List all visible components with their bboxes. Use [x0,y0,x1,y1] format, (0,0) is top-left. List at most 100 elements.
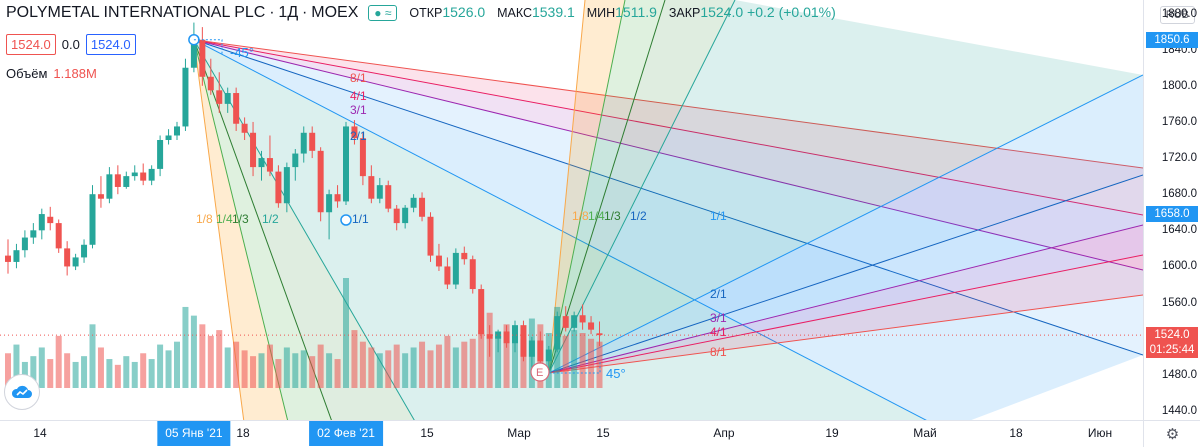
volume-bar [334,359,341,388]
fan-line [193,39,1143,271]
volume-bar [410,347,417,388]
candle-body [300,132,307,154]
price-tag: 01:25:44 [1146,342,1198,359]
volume-bar [182,306,189,388]
candle-body [368,176,375,199]
fan-sector [548,0,1143,374]
price-tick-label: 1640.0 [1161,224,1197,237]
fan-label: 1/8 [196,212,213,226]
symbol-name[interactable]: POLYMETAL INTERNATIONAL PLC [6,4,266,21]
volume-bar [376,353,383,388]
volume-bar [266,344,273,388]
candle [157,135,164,177]
candle [64,241,71,276]
volume-bar [13,344,20,388]
price-axis[interactable]: RUB 1880.0 1840.0 1800.0 1760.0 1720.0 1680.0… [1143,0,1200,420]
candle [47,206,54,231]
change-value: +0.2 (+0.01%) [747,4,836,20]
candle [495,329,502,353]
volume-bar [351,330,358,388]
separator: · [269,4,275,21]
candle [309,126,316,159]
high-value: 1539.1 [531,4,575,20]
candle [402,205,409,229]
fan-line [193,39,1143,356]
fan-label: 1/4 [588,209,605,223]
volume-bar [140,353,147,388]
candle-body [47,216,54,224]
candle-body [174,126,180,136]
candle-body [165,135,172,140]
tradingview-logo[interactable] [4,374,40,410]
candle [216,72,223,113]
volume-bar [469,338,476,388]
buy-button[interactable]: 1524.0 [85,34,136,55]
time-axis[interactable]: 14 18 15 Мар 15 Апр 19 Май 18 Июн 05 Янв '21 02 Фев… [0,420,1143,447]
time-tick-label: Апр [713,426,735,440]
candle-body [512,325,518,344]
candle-body [81,244,88,258]
candle [165,129,172,145]
volume-bar [165,350,172,388]
candle-body [402,207,409,224]
candle [30,223,37,244]
candle-body [123,176,130,187]
price-tag: 1850.6 [1146,32,1198,49]
volume-bar [38,347,45,388]
candle [588,316,595,335]
candle [317,147,324,222]
volume-bar [452,347,459,388]
volume-label: Объём [6,66,48,81]
candle [537,331,544,368]
candle-body [199,39,206,77]
candle-body [419,197,426,217]
candle [520,320,527,362]
volume-bar [5,353,11,388]
candle [376,177,383,204]
candle [131,165,138,181]
chart-settings-button[interactable]: ⚙ [1143,420,1200,447]
candle-body [579,315,586,323]
volume-bar [596,341,603,388]
candle-body [545,349,552,362]
price-chart[interactable]: 8/14/13/12/11/8 1/4 1/3 1/2 1/1 1/8 1/4 1/3 1/2 1… [0,0,1143,420]
candle-body [21,237,28,251]
time-tick-label: 19 [825,426,839,440]
angle-label: -45° [230,45,254,60]
volume-bar [461,341,468,388]
candle [89,185,96,249]
candle-body [351,126,358,139]
time-highlight-tag: 02 Фев '21 [309,421,383,446]
candle [326,189,333,240]
currency-button[interactable]: RUB [1159,6,1195,24]
sell-button[interactable]: 1524.0 [6,34,56,55]
cloud-icon [11,385,32,398]
candle-body [452,252,459,285]
candle [554,311,561,353]
candle-body [359,138,366,177]
volume-bar [419,341,426,388]
interval[interactable]: 1Д [278,4,299,21]
volume-bar [72,361,79,388]
time-highlight-tag: 05 Янв '21 [157,421,231,446]
volume-bar [588,338,595,388]
candle [469,255,476,294]
candle-body [537,340,544,362]
volume-bar [402,353,409,388]
candle-body [233,93,240,124]
bid-ask-row: 1524.0 0.0 1524.0 [6,34,136,55]
volume-bar [503,324,510,388]
volume-bar [64,353,71,388]
market-status-badge[interactable]: ● ≈ [368,5,398,21]
candle-body [38,214,45,231]
candle-body [72,257,79,267]
time-tick-label: 14 [33,426,47,440]
candle-body [106,174,113,199]
candle [182,58,189,131]
candle-body [97,194,104,199]
fan-sector [193,39,1143,420]
fan-label: 4/1 [710,325,727,339]
time-tick-label: 15 [596,426,610,440]
candle [427,212,434,262]
candle-body [30,230,37,238]
